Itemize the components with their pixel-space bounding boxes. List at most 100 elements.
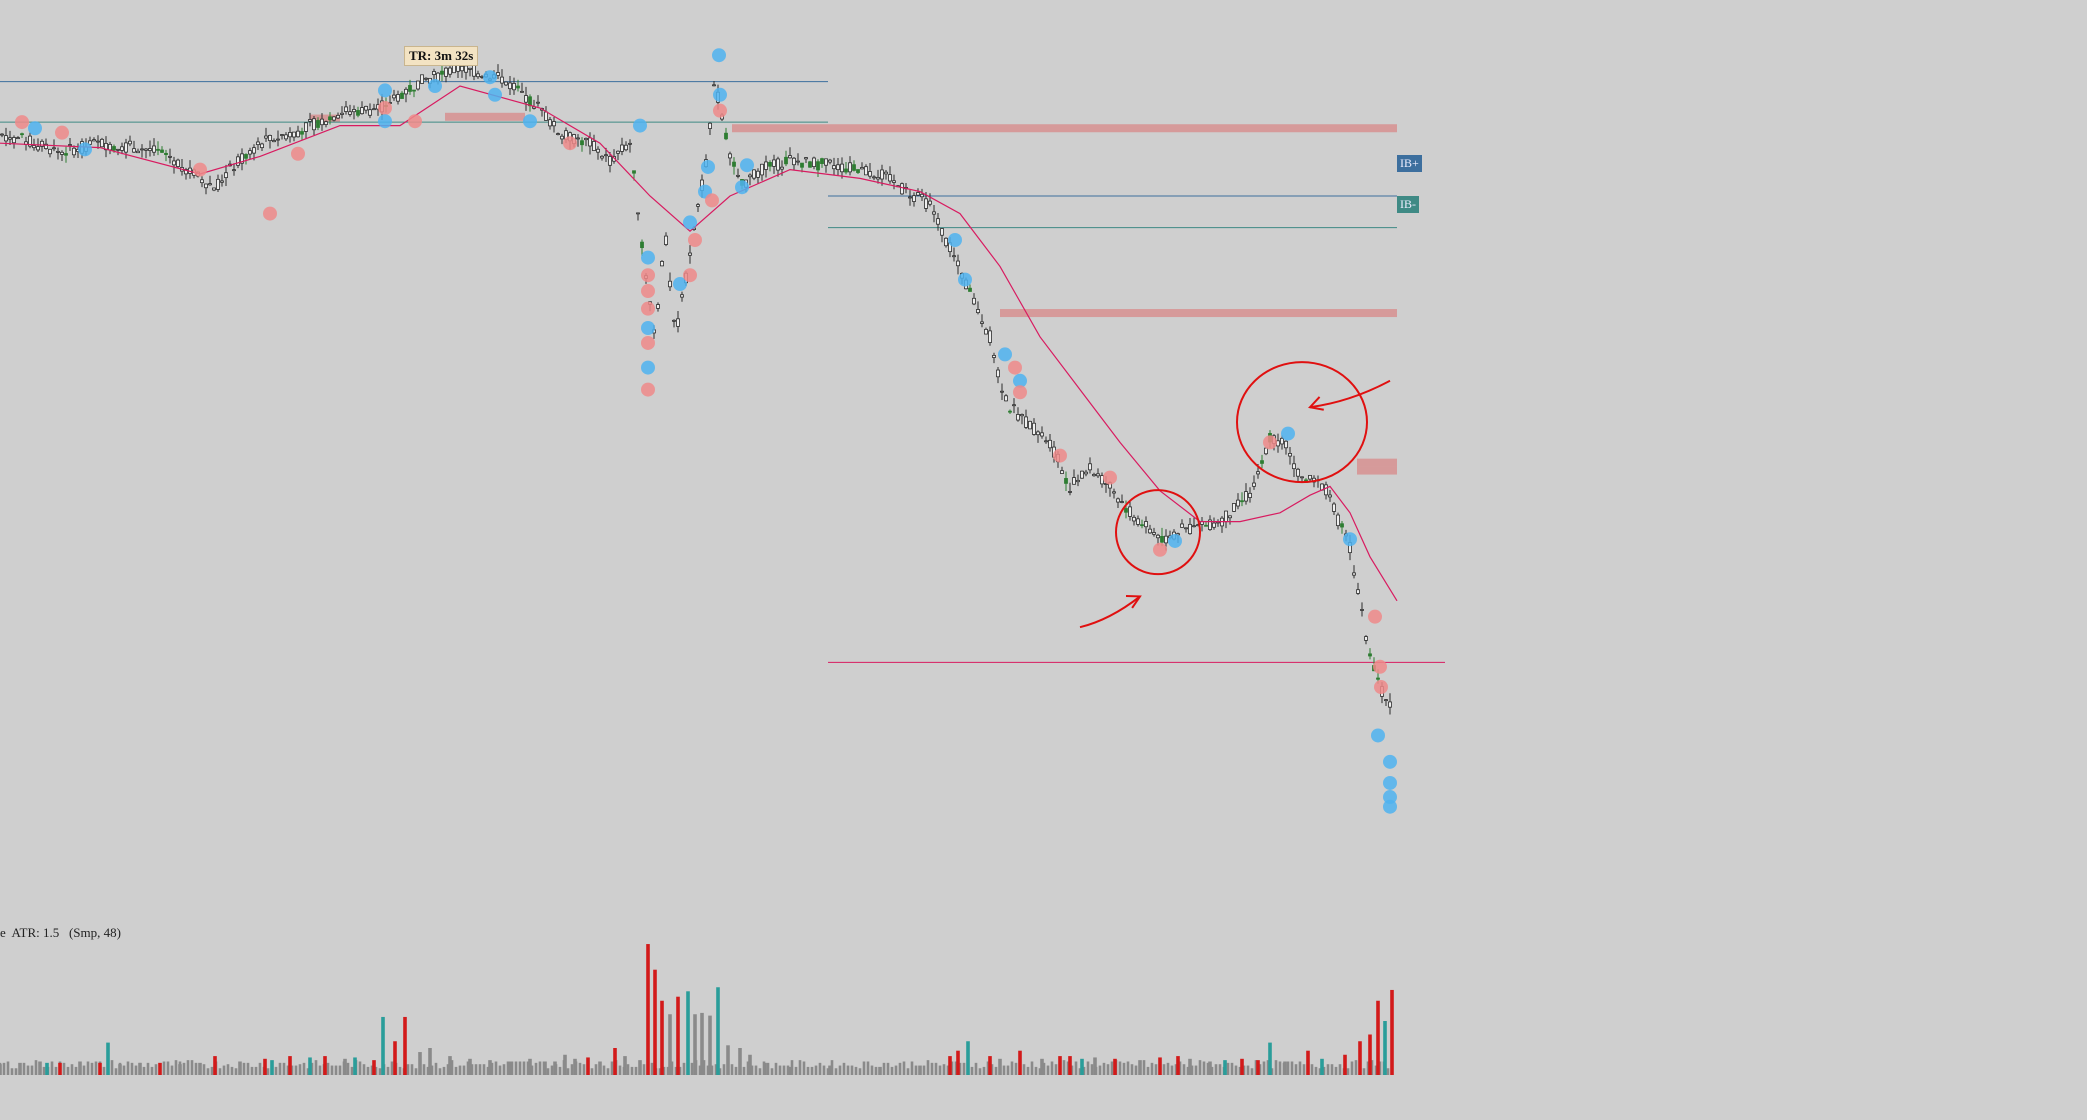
candle-body xyxy=(560,135,564,140)
candle-body xyxy=(372,108,376,111)
volume-bar xyxy=(690,1062,694,1075)
volume-bar xyxy=(1214,1064,1218,1075)
volume-bar xyxy=(118,1064,122,1075)
volume-bar xyxy=(282,1062,286,1075)
volume-layer xyxy=(0,944,1394,1075)
candle-body xyxy=(752,169,756,179)
candle-body xyxy=(292,131,296,138)
volume-bar xyxy=(430,1065,434,1075)
volume-bar xyxy=(994,1066,998,1075)
candle-body xyxy=(976,309,980,314)
volume-bar xyxy=(1002,1065,1006,1075)
volume-bar xyxy=(1322,1066,1326,1075)
candle-body xyxy=(820,158,824,164)
volume-bar xyxy=(494,1061,498,1075)
volume-bar xyxy=(1266,1060,1270,1075)
volume-bar xyxy=(958,1062,962,1075)
volume-bar xyxy=(1182,1064,1186,1075)
sell-signal-dot xyxy=(55,125,69,140)
candle-body xyxy=(660,261,664,267)
candle-body xyxy=(760,163,764,176)
sell-signal-dot xyxy=(1053,448,1067,463)
candle-body xyxy=(784,156,788,165)
candle-body xyxy=(468,67,472,70)
candle-body xyxy=(756,170,760,178)
volume-bar xyxy=(1318,1068,1322,1075)
buy-signal-dot xyxy=(1013,373,1027,388)
volume-bar xyxy=(1034,1066,1038,1075)
candle-body xyxy=(956,260,960,267)
volume-bar xyxy=(290,1065,294,1075)
candle-body xyxy=(56,150,60,153)
volume-bar xyxy=(970,1066,974,1075)
candle-body xyxy=(392,94,396,99)
volume-bar xyxy=(650,1062,654,1075)
volume-bar xyxy=(298,1064,302,1075)
volume-bar xyxy=(1010,1061,1014,1075)
volume-bar xyxy=(1202,1061,1206,1075)
candle-body xyxy=(44,143,48,149)
volume-bar xyxy=(6,1061,10,1075)
buy-signal-dot xyxy=(378,114,392,129)
candle-body xyxy=(108,143,112,151)
candle-body xyxy=(852,164,856,171)
volume-bar xyxy=(894,1065,898,1075)
candle-body xyxy=(736,174,740,177)
candle-body xyxy=(1036,431,1040,436)
candle-body xyxy=(1192,525,1196,528)
candle-body xyxy=(100,138,104,148)
volume-bar xyxy=(438,1068,442,1075)
volume-bar xyxy=(538,1061,542,1075)
volume-bar xyxy=(638,1060,642,1075)
candle-body xyxy=(1136,518,1140,525)
volume-bar xyxy=(106,1042,110,1075)
volume-bar xyxy=(910,1061,914,1075)
volume-bar xyxy=(1162,1064,1166,1075)
buy-signal-dot xyxy=(948,233,962,247)
candle-body xyxy=(1388,701,1392,708)
volume-bar xyxy=(62,1062,66,1075)
candle-body xyxy=(1252,482,1256,487)
candle-body xyxy=(260,143,264,149)
volume-bar xyxy=(1158,1057,1162,1075)
volume-bar xyxy=(1126,1061,1130,1075)
candle-body xyxy=(640,241,644,249)
candle-body xyxy=(356,110,360,116)
volume-bar xyxy=(182,1062,186,1075)
volume-bar xyxy=(1176,1056,1180,1075)
candle-body xyxy=(476,73,480,78)
volume-bar xyxy=(668,1014,672,1075)
volume-bar xyxy=(1050,1061,1054,1075)
sell-signal-dot xyxy=(408,114,422,129)
volume-bar xyxy=(1066,1061,1070,1075)
volume-bar xyxy=(938,1065,942,1075)
volume-bar xyxy=(162,1061,166,1075)
candle-body xyxy=(64,153,68,156)
volume-bar xyxy=(334,1065,338,1075)
candle-body xyxy=(880,169,884,180)
volume-bar xyxy=(170,1065,174,1075)
volume-bar xyxy=(278,1062,282,1075)
volume-bar xyxy=(230,1066,234,1075)
buy-signal-dot xyxy=(1343,532,1357,547)
candles-layer xyxy=(0,56,1392,715)
volume-bar xyxy=(186,1060,190,1075)
volume-bar xyxy=(746,1061,750,1075)
candle-body xyxy=(776,158,780,171)
volume-bar xyxy=(890,1066,894,1075)
volume-bar xyxy=(708,1015,712,1075)
candle-body xyxy=(420,74,424,84)
volume-bar xyxy=(506,1061,510,1075)
buy-signal-dot xyxy=(998,347,1012,362)
candle-body xyxy=(628,142,632,145)
volume-bar xyxy=(338,1065,342,1075)
volume-bar xyxy=(623,1056,627,1075)
sell-signal-dot xyxy=(683,268,697,283)
candle-body xyxy=(620,144,624,152)
volume-bar xyxy=(1166,1062,1170,1075)
candle-body xyxy=(580,140,584,146)
volume-bar xyxy=(774,1062,778,1075)
candle-body xyxy=(812,157,816,168)
volume-bar xyxy=(734,1066,738,1075)
